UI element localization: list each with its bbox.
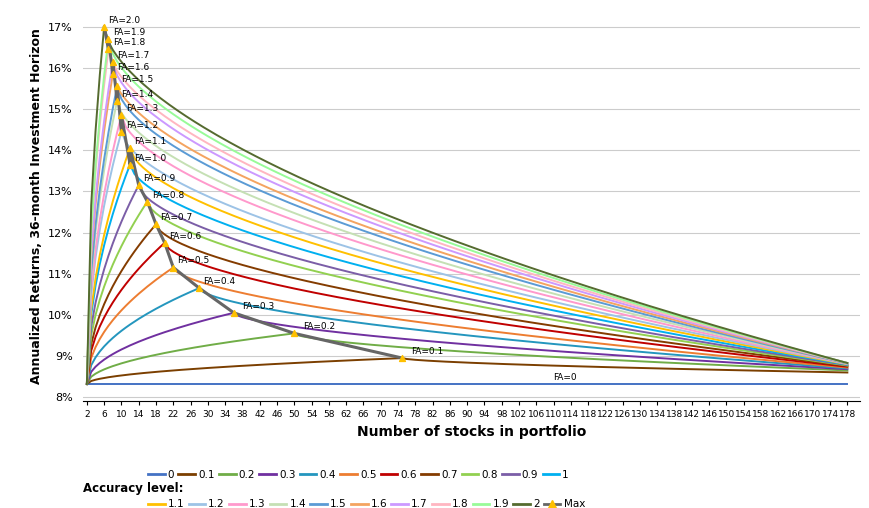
Point: [110, 82, 124, 90]
Text: FA=1.6: FA=1.6: [117, 63, 149, 72]
Point: [102, 45, 116, 53]
Point: [123, 161, 137, 169]
Point: [102, 35, 116, 43]
Point: [192, 284, 206, 292]
Point: [115, 128, 129, 136]
Point: [106, 57, 120, 66]
Point: [157, 239, 171, 247]
Text: FA=0.4: FA=0.4: [203, 277, 235, 286]
Text: FA=0.7: FA=0.7: [160, 213, 193, 222]
Text: FA=0: FA=0: [554, 373, 577, 382]
Text: FA=0.3: FA=0.3: [242, 302, 275, 311]
Text: FA=1.7: FA=1.7: [117, 51, 149, 59]
Point: [110, 97, 124, 105]
Text: FA=1.0: FA=1.0: [135, 153, 167, 163]
Legend: 1.1, 1.2, 1.3, 1.4, 1.5, 1.6, 1.7, 1.8, 1.9, 2, Max: 1.1, 1.2, 1.3, 1.4, 1.5, 1.6, 1.7, 1.8, …: [143, 495, 589, 508]
Point: [288, 329, 302, 337]
Text: FA=2.0: FA=2.0: [109, 16, 141, 24]
Point: [123, 144, 137, 152]
Text: FA=0.9: FA=0.9: [143, 174, 176, 183]
Point: [132, 181, 146, 189]
Point: [166, 264, 180, 272]
Text: FA=0.8: FA=0.8: [152, 190, 184, 200]
Text: FA=1.9: FA=1.9: [113, 28, 145, 37]
Text: FA=1.3: FA=1.3: [126, 104, 158, 113]
Text: FA=0.6: FA=0.6: [169, 232, 202, 241]
Text: FA=1.4: FA=1.4: [122, 90, 154, 99]
Text: FA=1.1: FA=1.1: [135, 137, 167, 146]
Text: FA=0.2: FA=0.2: [303, 322, 335, 331]
Point: [106, 70, 120, 78]
X-axis label: Number of stocks in portfolio: Number of stocks in portfolio: [357, 425, 586, 439]
Text: FA=0.1: FA=0.1: [411, 347, 443, 356]
Point: [115, 111, 129, 119]
Text: Accuracy level:: Accuracy level:: [83, 482, 183, 494]
Text: FA=0.5: FA=0.5: [177, 257, 210, 266]
Point: [227, 309, 241, 317]
Point: [395, 354, 409, 362]
Point: [149, 220, 163, 228]
Point: [141, 198, 155, 206]
Text: FA=1.8: FA=1.8: [113, 38, 145, 47]
Y-axis label: Annualized Returns, 36-month Investment Horizon: Annualized Returns, 36-month Investment …: [30, 28, 43, 384]
Point: [97, 22, 111, 30]
Text: FA=1.5: FA=1.5: [122, 75, 154, 84]
Text: FA=1.2: FA=1.2: [126, 120, 158, 130]
